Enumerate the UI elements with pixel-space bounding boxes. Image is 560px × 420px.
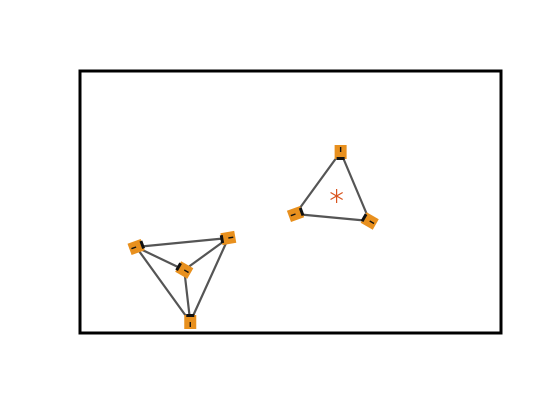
formation-edge [189,236,230,324]
robot-wheel [298,207,305,217]
robot-heading [183,269,189,274]
target-asterisk-icon [330,189,343,203]
robot-marker [219,230,237,246]
robots-layer [127,145,379,329]
arena-frame [78,69,503,335]
robot-heading [228,236,234,239]
robot-heading [131,246,137,250]
robot-marker [127,238,146,256]
formation-edge [135,245,192,324]
robot-wheel [360,213,368,222]
edges-layer [135,150,371,324]
robot-wheel [336,157,345,160]
target-stroke [330,191,343,201]
formation-edge [183,236,230,272]
robot-marker [360,212,379,230]
robot-marker [184,314,197,329]
robot-heading [290,213,296,217]
robot-wheel [186,314,195,317]
robot-heading [369,220,375,225]
formation-edge [135,245,186,272]
formation-edge [339,150,371,223]
robot-body [220,230,237,246]
robot-wheel [139,240,146,250]
robot-wheel [219,234,225,244]
formation-edge [294,150,342,216]
targets-layer [330,189,343,203]
robot-marker [175,261,194,279]
formation-edge [135,236,230,249]
robot-marker [286,205,305,223]
robot-marker [334,145,347,160]
formation-edge [294,212,371,223]
formation-edge [183,268,192,324]
robot-wheel [175,262,182,271]
